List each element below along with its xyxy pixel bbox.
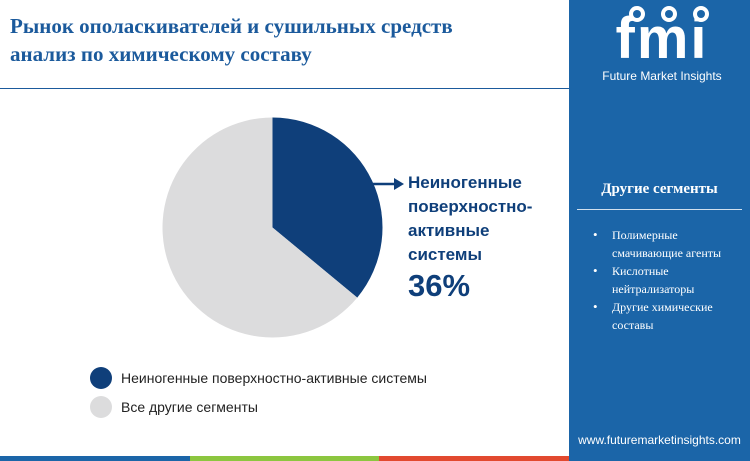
pie-slice-nonionic-surfactants <box>272 117 383 298</box>
bottom-bar-segment <box>189 456 380 461</box>
globe-icon <box>661 6 677 22</box>
website-link[interactable]: www.futuremarketinsights.com <box>578 433 741 447</box>
sidebar-panel: fmi Future Market Insights Другие сегмен… <box>569 0 750 461</box>
segments-divider <box>577 209 742 210</box>
callout-label: Неиногенные поверхностно- активные систе… <box>408 171 568 267</box>
bottom-color-bar <box>0 456 570 461</box>
main-panel: Рынок ополаскивателей и сушильных средст… <box>0 12 570 461</box>
bottom-bar-segment <box>0 456 190 461</box>
legend-swatch <box>90 396 112 418</box>
callout-arrow-icon <box>372 178 404 190</box>
segment-item: Другие химические составы <box>593 298 743 334</box>
callout-value: 36% <box>408 268 471 303</box>
legend-label: Все другие сегменты <box>121 399 258 415</box>
callout-line: системы <box>408 245 483 264</box>
fmi-logo: fmi Future Market Insights <box>583 6 743 84</box>
segments-list: Полимерные смачивающие агенты Кислотные … <box>593 226 743 334</box>
legend-item: Все другие сегменты <box>90 395 427 419</box>
segment-item: Полимерные смачивающие агенты <box>593 226 743 262</box>
callout-line: Неиногенные <box>408 173 522 192</box>
title-line-2: анализ по химическому составу <box>10 42 312 66</box>
segments-heading: Другие сегменты <box>601 181 718 197</box>
legend-swatch <box>90 367 112 389</box>
legend-label: Неиногенные поверхностно-активные систем… <box>121 370 427 386</box>
pie-slice-other-segments <box>162 117 358 338</box>
bottom-bar-segment <box>379 456 570 461</box>
segment-item: Кислотные нейтрализаторы <box>593 262 743 298</box>
globe-icon <box>629 6 645 22</box>
chart-legend: Неиногенные поверхностно-активные систем… <box>90 366 427 424</box>
pie-chart <box>162 117 383 338</box>
title-divider <box>0 88 569 89</box>
legend-item: Неиногенные поверхностно-активные систем… <box>90 366 427 390</box>
callout-line: активные <box>408 221 490 240</box>
globe-icon <box>693 6 709 22</box>
callout-line: поверхностно- <box>408 197 533 216</box>
page-title: Рынок ополаскивателей и сушильных средст… <box>10 12 560 68</box>
logo-tagline: Future Market Insights <box>602 69 722 83</box>
title-line-1: Рынок ополаскивателей и сушильных средст… <box>10 14 453 38</box>
